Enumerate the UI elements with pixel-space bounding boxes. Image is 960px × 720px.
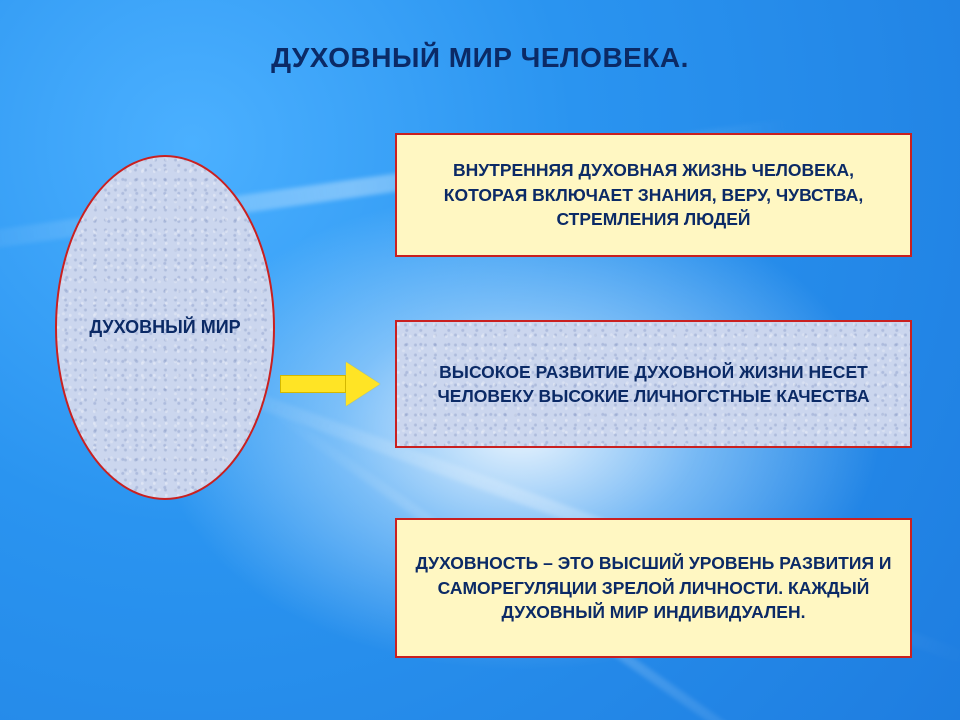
arrow-right-icon — [280, 362, 380, 406]
slide-title: ДУХОВНЫЙ МИР ЧЕЛОВЕКА. — [0, 42, 960, 74]
arrow-head — [346, 362, 380, 406]
info-box-1-text: ВНУТРЕННЯЯ ДУХОВНАЯ ЖИЗНЬ ЧЕЛОВЕКА, КОТО… — [415, 158, 892, 232]
arrow-shaft — [280, 375, 346, 393]
info-box-1: ВНУТРЕННЯЯ ДУХОВНАЯ ЖИЗНЬ ЧЕЛОВЕКА, КОТО… — [395, 133, 912, 257]
info-box-2-text: ВЫСОКОЕ РАЗВИТИЕ ДУХОВНОЙ ЖИЗНИ НЕСЕТ ЧЕ… — [415, 360, 892, 409]
concept-oval-label: ДУХОВНЫЙ МИР — [89, 315, 240, 339]
info-box-2: ВЫСОКОЕ РАЗВИТИЕ ДУХОВНОЙ ЖИЗНИ НЕСЕТ ЧЕ… — [395, 320, 912, 448]
info-box-3: ДУХОВНОСТЬ – ЭТО ВЫСШИЙ УРОВЕНЬ РАЗВИТИЯ… — [395, 518, 912, 658]
concept-oval: ДУХОВНЫЙ МИР — [55, 155, 275, 500]
info-box-3-text: ДУХОВНОСТЬ – ЭТО ВЫСШИЙ УРОВЕНЬ РАЗВИТИЯ… — [415, 551, 892, 625]
slide: ДУХОВНЫЙ МИР ЧЕЛОВЕКА. ДУХОВНЫЙ МИР ВНУТ… — [0, 0, 960, 720]
